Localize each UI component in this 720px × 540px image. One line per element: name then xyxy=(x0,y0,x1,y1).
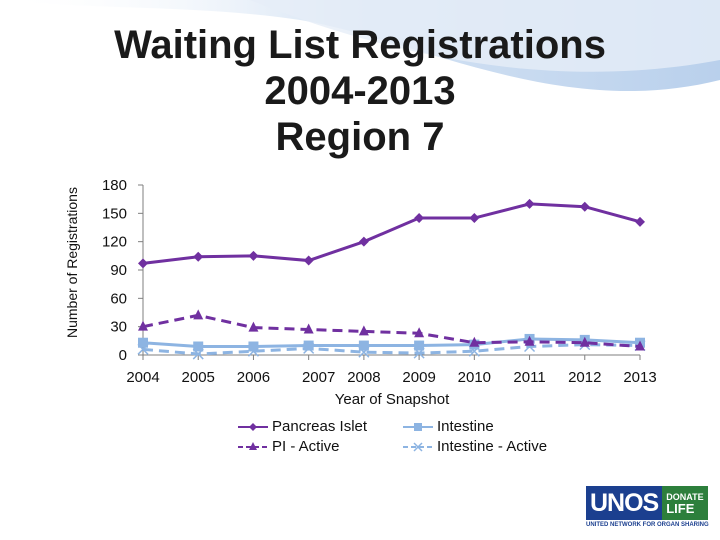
y-tick-label: 150 xyxy=(102,205,127,222)
data-point xyxy=(249,441,257,450)
data-point xyxy=(138,337,148,348)
legend-label: Intestine - Active xyxy=(437,438,548,455)
data-point xyxy=(635,216,645,227)
logo-badge-top: DONATE xyxy=(666,492,704,502)
legend-swatch xyxy=(238,422,268,431)
data-point xyxy=(193,341,204,352)
legend-item: Intestine xyxy=(403,418,494,435)
data-point xyxy=(414,422,422,431)
data-point xyxy=(193,251,204,262)
legend-label: Intestine xyxy=(437,418,494,435)
logo-badge: DONATE LIFE xyxy=(662,486,708,520)
y-tick-label: 90 xyxy=(110,262,127,279)
legend-item: PI - Active xyxy=(238,438,340,455)
title-line-2: 2004-2013 xyxy=(264,69,456,113)
legend-item: Pancreas Islet xyxy=(238,418,367,435)
series-pi-active xyxy=(138,309,645,351)
data-point xyxy=(303,340,314,351)
series-line xyxy=(142,202,641,265)
chart-ticks: 0 30 60 90 120 150 180 2004 2005 2006 2007 2008 2009… xyxy=(102,177,657,386)
x-tick-label: 2005 xyxy=(182,369,215,386)
data-point xyxy=(248,341,259,352)
y-tick-label: 30 xyxy=(110,319,127,336)
data-point xyxy=(303,255,314,266)
data-point xyxy=(469,336,480,347)
data-point xyxy=(414,213,425,224)
x-tick-label: 2013 xyxy=(623,369,656,386)
chart-title: Waiting List Registrations 2004-2013 Reg… xyxy=(60,22,660,160)
legend-label: PI - Active xyxy=(272,438,340,455)
data-point xyxy=(248,321,259,332)
series-intestine-active xyxy=(137,339,646,360)
legend-label: Pancreas Islet xyxy=(272,418,368,435)
title-line-1: Waiting List Registrations xyxy=(114,23,606,67)
logo-subtitle: UNITED NETWORK FOR ORGAN SHARING xyxy=(586,522,709,528)
data-point xyxy=(248,250,259,261)
data-point xyxy=(469,213,480,224)
data-point xyxy=(524,198,535,209)
legend-swatch xyxy=(403,441,433,452)
data-point xyxy=(358,236,369,247)
series-pancreas-islet xyxy=(138,198,645,269)
data-point xyxy=(249,422,257,431)
legend-swatch xyxy=(238,441,268,450)
data-point xyxy=(358,340,369,351)
legend-item: Intestine - Active xyxy=(403,438,547,455)
data-point xyxy=(579,336,590,347)
x-tick-label: 2008 xyxy=(347,369,380,386)
x-tick-label: 2004 xyxy=(126,369,159,386)
logo-badge-bottom: LIFE xyxy=(666,501,695,516)
y-tick-label: 120 xyxy=(102,234,127,251)
data-point xyxy=(303,323,314,334)
data-point xyxy=(635,340,645,351)
series-line xyxy=(142,337,641,348)
data-point xyxy=(193,309,204,320)
y-tick-label: 60 xyxy=(110,290,127,307)
x-tick-label: 2007 xyxy=(302,369,335,386)
x-tick-label: 2006 xyxy=(237,369,270,386)
data-point xyxy=(413,441,423,452)
logo-brand: UNOS xyxy=(586,486,663,520)
chart-axes xyxy=(142,185,640,356)
data-point xyxy=(358,325,369,336)
data-point xyxy=(138,258,148,269)
data-point xyxy=(414,340,425,351)
x-tick-label: 2010 xyxy=(458,369,491,386)
y-tick-label: 0 xyxy=(119,347,127,364)
title-line-3: Region 7 xyxy=(275,115,445,159)
series-line xyxy=(142,343,641,356)
series-line xyxy=(142,313,641,348)
data-point xyxy=(579,201,590,212)
x-tick-label: 2012 xyxy=(568,369,601,386)
unos-logo: UNOS DONATE LIFE UNITED NETWORK FOR ORGA… xyxy=(586,486,709,534)
y-tick-label: 180 xyxy=(102,177,127,194)
data-point xyxy=(138,320,148,331)
x-tick-label: 2011 xyxy=(513,369,545,386)
series-intestine xyxy=(138,333,645,352)
chart-series xyxy=(137,198,646,360)
legend-swatch xyxy=(403,422,433,431)
data-point xyxy=(414,327,425,338)
x-tick-label: 2009 xyxy=(402,369,435,386)
x-axis-label: Year of Snapshot xyxy=(335,391,450,408)
data-point xyxy=(524,335,535,346)
